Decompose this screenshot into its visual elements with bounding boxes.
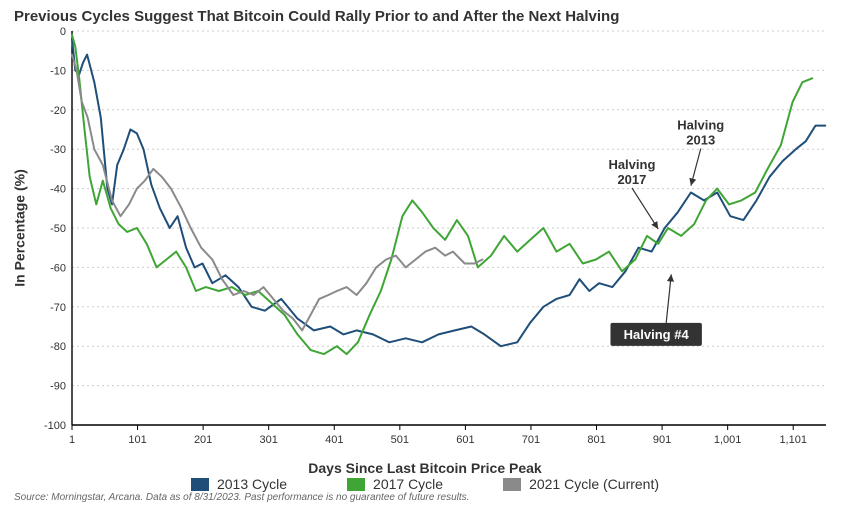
legend-swatch [347, 478, 365, 491]
svg-text:-90: -90 [50, 381, 66, 393]
svg-text:-40: -40 [50, 184, 66, 196]
svg-text:1,001: 1,001 [714, 434, 742, 446]
svg-text:601: 601 [456, 434, 474, 446]
legend-swatch [503, 478, 521, 491]
svg-text:Halving: Halving [608, 157, 655, 172]
svg-text:301: 301 [260, 434, 278, 446]
svg-text:801: 801 [587, 434, 605, 446]
svg-text:201: 201 [194, 434, 212, 446]
chart-area: In Percentage (%) -100-90-80-70-60-50-40… [14, 25, 836, 460]
svg-text:-80: -80 [50, 341, 66, 353]
legend-item: 2017 Cycle [347, 476, 443, 492]
svg-text:901: 901 [653, 434, 671, 446]
svg-text:-30: -30 [50, 144, 66, 156]
svg-text:-100: -100 [44, 420, 66, 432]
legend-label: 2021 Cycle (Current) [529, 476, 659, 492]
svg-text:-10: -10 [50, 65, 66, 77]
source-note: Source: Morningstar, Arcana. Data as of … [14, 492, 836, 503]
x-axis-label: Days Since Last Bitcoin Price Peak [14, 460, 836, 476]
svg-text:2013: 2013 [686, 133, 715, 148]
series-2021-cycle-(current) [72, 55, 482, 331]
legend: 2013 Cycle 2017 Cycle 2021 Cycle (Current) [14, 476, 836, 492]
svg-text:101: 101 [128, 434, 146, 446]
chart-title: Previous Cycles Suggest That Bitcoin Cou… [14, 8, 836, 25]
chart-container: { "title": "Previous Cycles Suggest That… [0, 0, 850, 526]
svg-text:2017: 2017 [617, 172, 646, 187]
svg-text:-60: -60 [50, 262, 66, 274]
svg-text:1,101: 1,101 [779, 434, 807, 446]
y-axis-label: In Percentage (%) [12, 169, 28, 286]
svg-text:1: 1 [69, 434, 75, 446]
svg-text:0: 0 [60, 26, 66, 38]
svg-text:701: 701 [522, 434, 540, 446]
svg-text:Halving #4: Halving #4 [624, 327, 690, 342]
legend-item: 2021 Cycle (Current) [503, 476, 659, 492]
legend-label: 2013 Cycle [217, 476, 287, 492]
svg-text:401: 401 [325, 434, 343, 446]
svg-text:-20: -20 [50, 105, 66, 117]
line-chart: -100-90-80-70-60-50-40-30-20-10011012013… [14, 25, 834, 455]
legend-label: 2017 Cycle [373, 476, 443, 492]
legend-swatch [191, 478, 209, 491]
svg-text:-70: -70 [50, 302, 66, 314]
svg-text:-50: -50 [50, 223, 66, 235]
svg-text:501: 501 [391, 434, 409, 446]
svg-text:Halving: Halving [677, 118, 724, 133]
series-2017-cycle [72, 35, 812, 354]
legend-item: 2013 Cycle [191, 476, 287, 492]
